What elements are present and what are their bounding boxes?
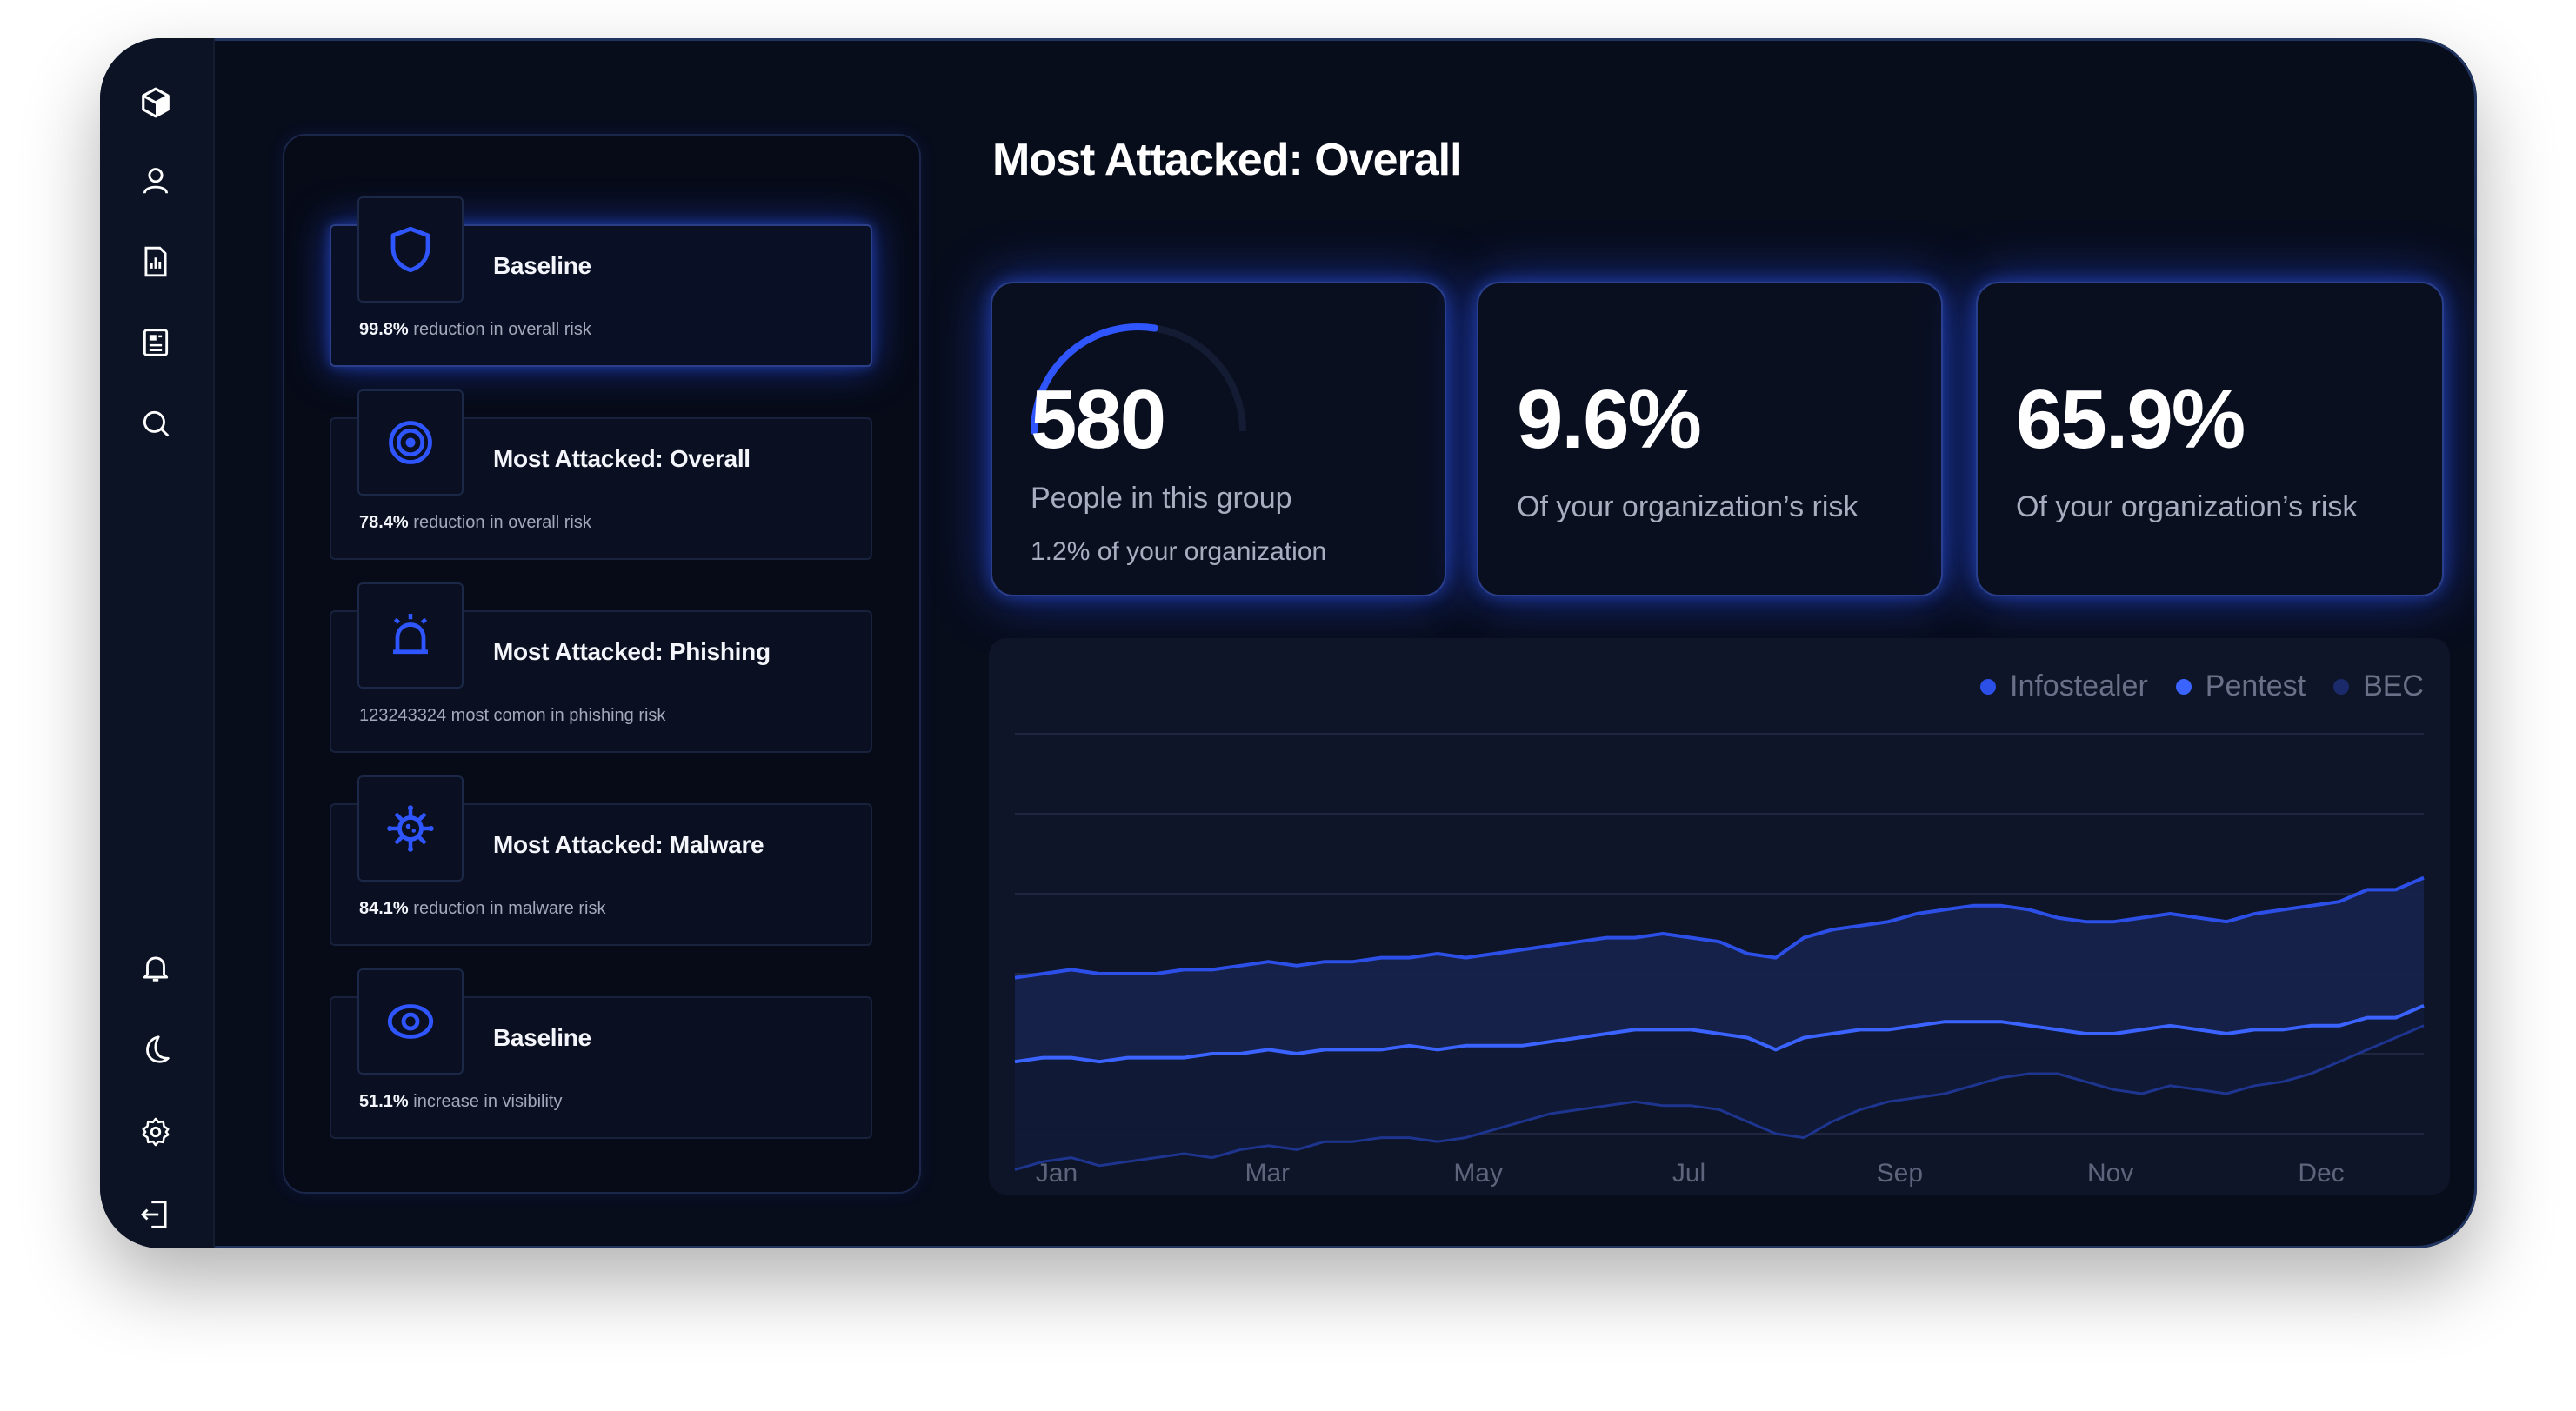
x-tick-label: Sep — [1877, 1159, 1923, 1188]
risk-trend-chart: Infostealer Pentest BEC Jan Mar May Jul Sep N… — [989, 638, 2450, 1195]
legend-item-bec[interactable]: BEC — [2333, 669, 2424, 703]
legend-item-pentest[interactable]: Pentest — [2175, 669, 2306, 703]
series-line-bec — [1014, 1024, 2425, 1171]
group-title: Most Attacked: Overall — [493, 445, 751, 472]
group-card-most-attacked-malware[interactable]: Most Attacked: Malware 84.1% reduction i… — [330, 775, 872, 946]
cube-icon[interactable] — [135, 82, 177, 123]
stat-card-risk-total: 65.9% Of your organization’s risk — [1976, 282, 2444, 596]
group-title: Baseline — [493, 1024, 591, 1051]
shield-icon — [357, 196, 464, 303]
x-tick-label: Jul — [1672, 1159, 1705, 1188]
legend-label: Infostealer — [2010, 669, 2148, 702]
stat-label: Of your organization’s risk — [2016, 490, 2358, 523]
group-title: Most Attacked: Malware — [493, 831, 764, 858]
series-band-pentest — [1015, 1005, 2424, 1170]
stat-value: 9.6% — [1517, 373, 1702, 466]
page-title: Most Attacked: Overall — [992, 135, 1463, 185]
group-card-most-attacked-phishing[interactable]: Most Attacked: Phishing 123243324 most c… — [330, 582, 872, 753]
report-icon[interactable] — [135, 241, 177, 283]
chart-plot: Jan Mar May Jul Sep Nov Dec — [1014, 733, 2425, 1188]
stat-label: Of your organization’s risk — [1517, 490, 1859, 523]
legend-item-infostealer[interactable]: Infostealer — [1980, 669, 2148, 703]
legend-dot — [2175, 678, 2192, 695]
stat-label: People in this group — [1031, 482, 1292, 515]
x-tick-label: May — [1453, 1159, 1503, 1188]
virus-icon — [357, 775, 464, 882]
x-tick-label: Jan — [1036, 1159, 1078, 1188]
group-detail: 99.8% reduction in overall risk — [359, 320, 591, 339]
logout-icon[interactable] — [135, 1194, 177, 1235]
x-tick-label: Mar — [1245, 1159, 1290, 1188]
user-icon[interactable] — [135, 160, 177, 202]
gear-icon[interactable] — [135, 1111, 177, 1153]
document-icon[interactable] — [135, 322, 177, 363]
series-line-infostealer — [1014, 875, 2425, 980]
search-icon[interactable] — [135, 403, 177, 444]
x-tick-label: Nov — [2087, 1159, 2133, 1188]
group-list-panel: Baseline 99.8% reduction in overall risk… — [283, 134, 921, 1194]
group-title: Baseline — [493, 252, 591, 279]
stat-subtext: 1.2% of your organization — [1031, 537, 1327, 566]
gauge-fill — [1031, 323, 1158, 435]
legend-label: BEC — [2363, 669, 2424, 702]
legend-dot — [2333, 678, 2350, 695]
series-line-pentest — [1014, 1003, 2425, 1064]
stat-value: 65.9% — [2016, 373, 2246, 466]
x-tick-label: Dec — [2298, 1159, 2344, 1188]
group-card-baseline[interactable]: Baseline 99.8% reduction in overall risk — [330, 196, 872, 367]
gauge-arc — [1031, 323, 1246, 435]
target-icon — [357, 389, 464, 496]
chart-legend: Infostealer Pentest BEC — [1980, 669, 2424, 703]
series-band-infostealer — [1015, 877, 2424, 1062]
eye-icon — [357, 968, 464, 1075]
stat-card-people: 580 People in this group 1.2% of your or… — [991, 282, 1446, 596]
group-detail: 84.1% reduction in malware risk — [359, 899, 606, 918]
stat-card-risk-share: 9.6% Of your organization’s risk — [1477, 282, 1943, 596]
legend-label: Pentest — [2205, 669, 2306, 702]
alarm-icon — [357, 582, 464, 689]
group-card-most-attacked-overall[interactable]: Most Attacked: Overall 78.4% reduction i… — [330, 389, 872, 560]
stat-value: 580 — [1031, 373, 1166, 466]
legend-dot — [1980, 678, 1996, 695]
sidebar — [100, 38, 215, 1248]
group-detail: 123243324 most comon in phishing risk — [359, 706, 666, 725]
group-card-baseline-visibility[interactable]: Baseline 51.1% increase in visibility — [330, 968, 872, 1139]
moon-icon[interactable] — [135, 1028, 177, 1070]
bell-icon[interactable] — [135, 947, 177, 988]
group-detail: 51.1% increase in visibility — [359, 1092, 563, 1111]
group-detail: 78.4% reduction in overall risk — [359, 513, 591, 532]
app-window: Baseline 99.8% reduction in overall risk… — [100, 38, 2477, 1248]
group-title: Most Attacked: Phishing — [493, 638, 771, 665]
